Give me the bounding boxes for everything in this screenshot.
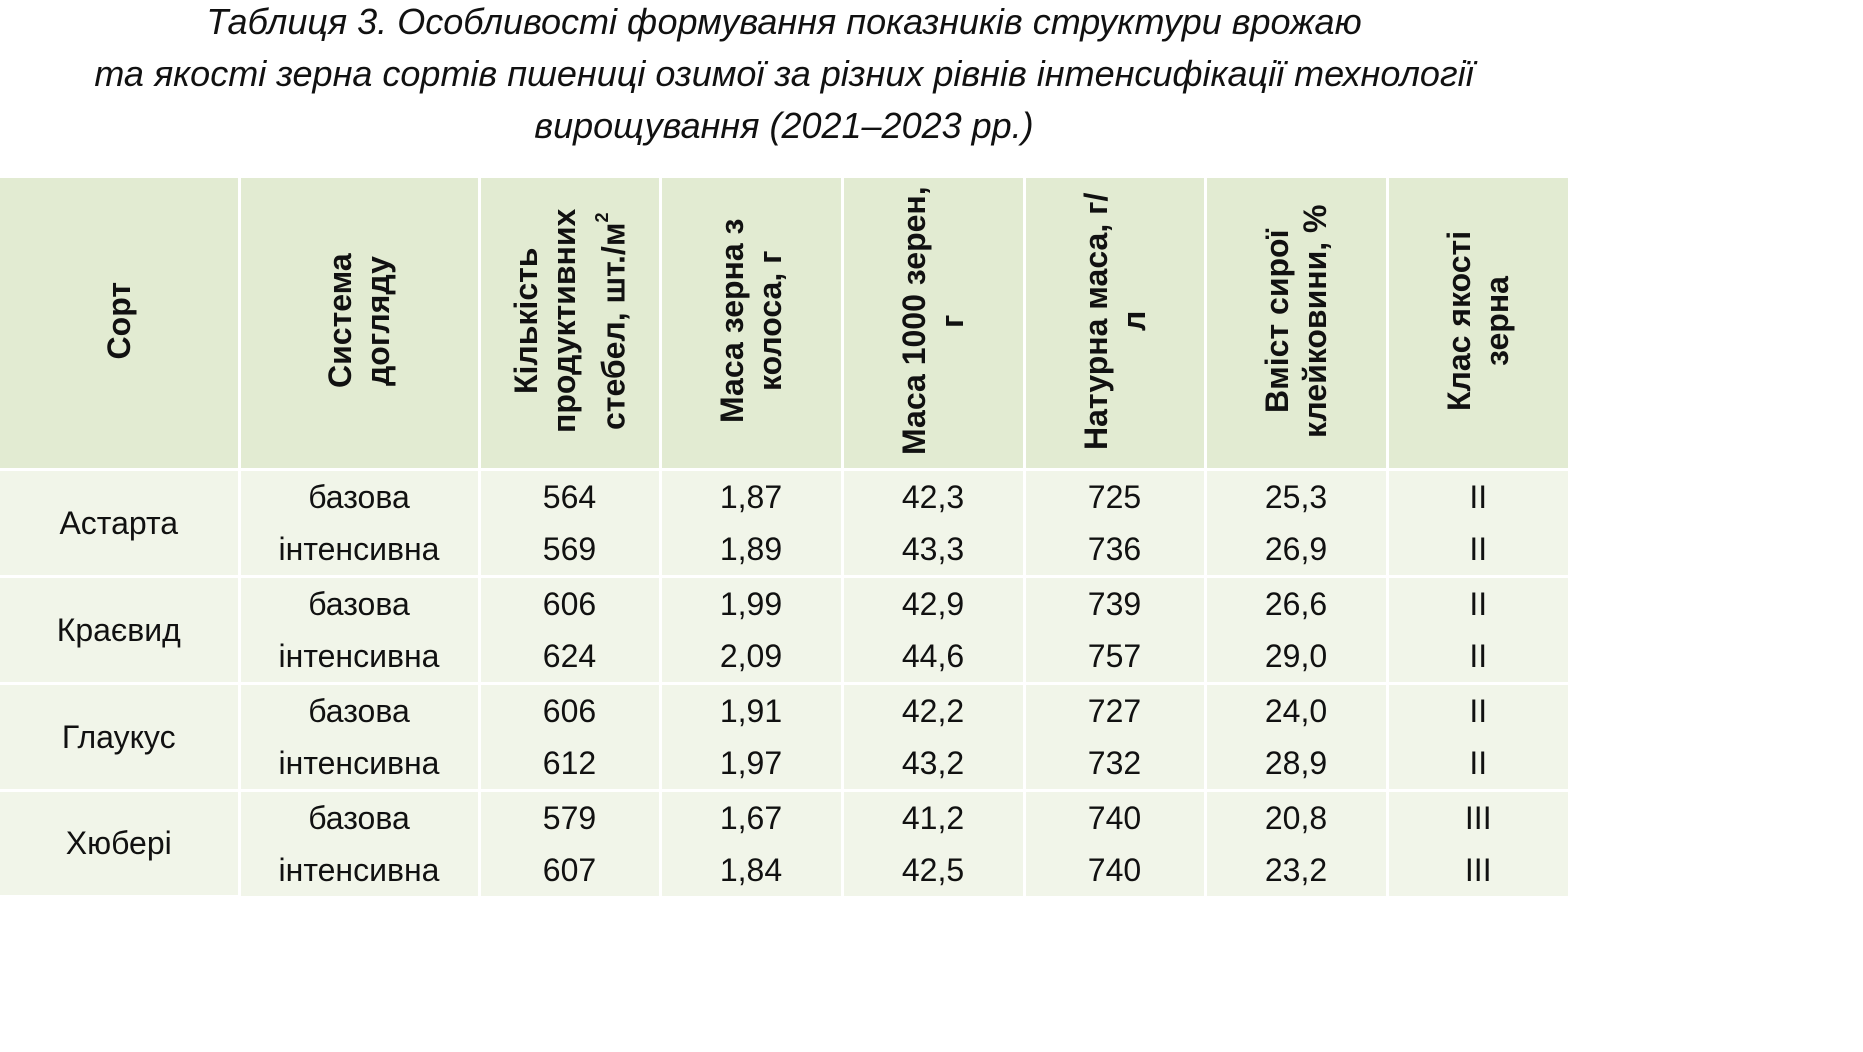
quality-class-cell: II: [1387, 469, 1568, 523]
gluten-cell: 23,2: [1205, 844, 1389, 896]
table-header: Сорт Система догляду Кількість продуктив…: [0, 178, 1568, 471]
header-stems-sup: 2: [591, 211, 612, 222]
tgw-cell: 42,2: [842, 683, 1026, 737]
title-line-2: та якості зерна сортів пшениці озимої за…: [94, 53, 1474, 94]
test-weight-cell: 740: [1024, 844, 1207, 896]
ear-mass-cell: 2,09: [660, 630, 844, 685]
test-weight-cell: 725: [1024, 469, 1207, 523]
variety-cell: Хюбері: [0, 790, 241, 898]
gluten-cell: 28,9: [1205, 737, 1389, 792]
variety-cell: Глаукус: [0, 683, 241, 792]
quality-class-cell: III: [1387, 844, 1568, 896]
stems-cell: 612: [479, 737, 662, 792]
tgw-cell: 41,2: [842, 790, 1026, 844]
quality-class-cell: III: [1387, 790, 1568, 844]
tgw-cell: 43,3: [842, 523, 1026, 578]
care-system-cell: інтенсивна: [239, 737, 481, 792]
variety-cell: Астарта: [0, 469, 241, 578]
table-title: Таблиця 3. Особливості формування показн…: [0, 0, 1568, 178]
title-line-1: Таблиця 3. Особливості формування показн…: [206, 1, 1362, 42]
stems-cell: 607: [479, 844, 662, 896]
quality-class-cell: II: [1387, 523, 1568, 578]
quality-class-cell: II: [1387, 683, 1568, 737]
gluten-cell: 26,6: [1205, 576, 1389, 630]
table-body: Астарта базова 564 1,87 42,3 725 25,3 II…: [0, 469, 1568, 898]
gluten-cell: 20,8: [1205, 790, 1389, 844]
care-system-cell: інтенсивна: [239, 630, 481, 685]
ear-mass-cell: 1,87: [660, 469, 844, 523]
table-row: Хюбері базова 579 1,67 41,2 740 20,8 III: [0, 790, 1568, 898]
table-row: інтенсивна 612 1,97 43,2 732 28,9 II: [0, 737, 1568, 792]
table-row: інтенсивна 624 2,09 44,6 757 29,0 II: [0, 630, 1568, 685]
test-weight-cell: 727: [1024, 683, 1207, 737]
ear-mass-cell: 1,99: [660, 576, 844, 630]
header-care-system: Система догляду: [239, 178, 481, 471]
table-row: Астарта базова 564 1,87 42,3 725 25,3 II: [0, 469, 1568, 578]
care-system-cell: базова: [239, 576, 481, 630]
test-weight-cell: 739: [1024, 576, 1207, 630]
ear-mass-cell: 1,67: [660, 790, 844, 844]
test-weight-cell: 732: [1024, 737, 1207, 792]
tgw-cell: 42,5: [842, 844, 1026, 896]
data-table: Сорт Система догляду Кількість продуктив…: [0, 178, 1568, 898]
ear-mass-cell: 1,91: [660, 683, 844, 737]
header-stems-label: Кількість продуктивних стебел, шт./м: [507, 208, 632, 433]
care-system-cell: інтенсивна: [239, 844, 481, 896]
test-weight-cell: 740: [1024, 790, 1207, 844]
table-row: інтенсивна 607 1,84 42,5 740 23,2 III: [0, 844, 1568, 896]
gluten-cell: 25,3: [1205, 469, 1389, 523]
quality-class-cell: II: [1387, 576, 1568, 630]
gluten-cell: 26,9: [1205, 523, 1389, 578]
quality-class-cell: II: [1387, 737, 1568, 792]
stems-cell: 624: [479, 630, 662, 685]
header-ear-mass: Маса зерна з колоса, г: [660, 178, 844, 471]
title-line-3: вирощування (2021–2023 рр.): [534, 105, 1034, 146]
quality-class-cell: II: [1387, 630, 1568, 685]
header-stems: Кількість продуктивних стебел, шт./м2: [479, 178, 662, 471]
tgw-cell: 42,3: [842, 469, 1026, 523]
header-test-weight: Натурна маса, г/л: [1024, 178, 1207, 471]
header-gluten: Вміст сирої клейковини, %: [1205, 178, 1389, 471]
stems-cell: 606: [479, 576, 662, 630]
test-weight-cell: 757: [1024, 630, 1207, 685]
gluten-cell: 24,0: [1205, 683, 1389, 737]
ear-mass-cell: 1,84: [660, 844, 844, 896]
stems-cell: 606: [479, 683, 662, 737]
header-quality-class: Клас якості зерна: [1387, 178, 1568, 471]
header-tgw: Маса 1000 зерен, г: [842, 178, 1026, 471]
care-system-cell: базова: [239, 790, 481, 844]
table-row: Глаукус базова 606 1,91 42,2 727 24,0 II: [0, 683, 1568, 792]
ear-mass-cell: 1,97: [660, 737, 844, 792]
test-weight-cell: 736: [1024, 523, 1207, 578]
stems-cell: 569: [479, 523, 662, 578]
table-row: Краєвид базова 606 1,99 42,9 739 26,6 II: [0, 576, 1568, 685]
tgw-cell: 44,6: [842, 630, 1026, 685]
table-row: інтенсивна 569 1,89 43,3 736 26,9 II: [0, 523, 1568, 578]
stems-cell: 579: [479, 790, 662, 844]
ear-mass-cell: 1,89: [660, 523, 844, 578]
care-system-cell: базова: [239, 469, 481, 523]
header-variety: Сорт: [0, 178, 241, 471]
stems-cell: 564: [479, 469, 662, 523]
tgw-cell: 43,2: [842, 737, 1026, 792]
care-system-cell: базова: [239, 683, 481, 737]
variety-cell: Краєвид: [0, 576, 241, 685]
care-system-cell: інтенсивна: [239, 523, 481, 578]
tgw-cell: 42,9: [842, 576, 1026, 630]
gluten-cell: 29,0: [1205, 630, 1389, 685]
